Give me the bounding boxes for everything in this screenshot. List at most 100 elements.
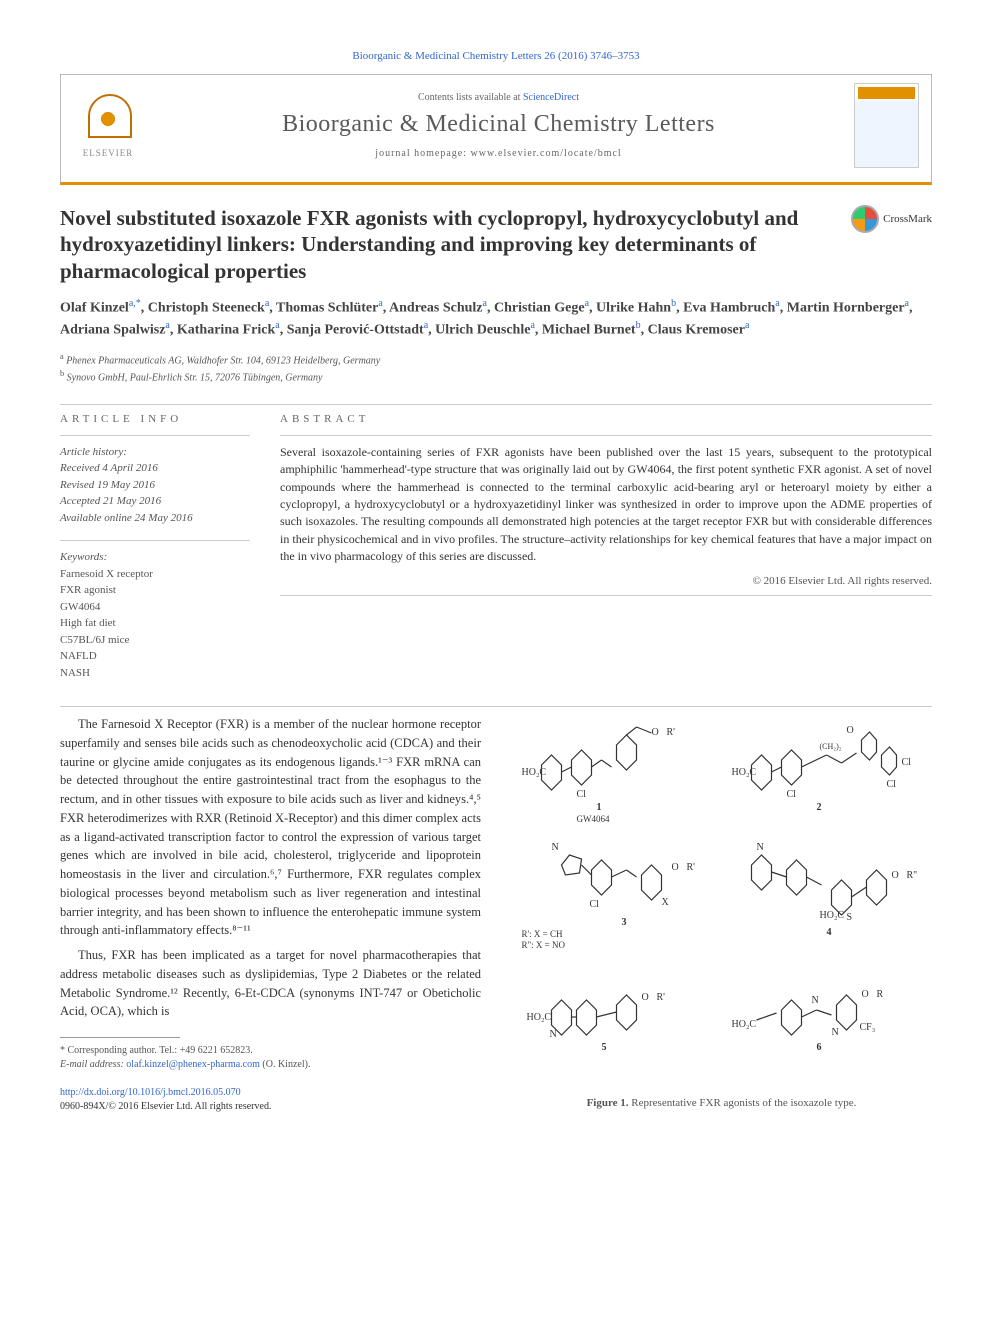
svg-text:3: 3 bbox=[622, 917, 627, 928]
svg-text:5: 5 bbox=[602, 1042, 607, 1053]
svg-text:N: N bbox=[552, 842, 559, 853]
sciencedirect-link[interactable]: ScienceDirect bbox=[523, 92, 579, 103]
svg-text:N: N bbox=[812, 995, 819, 1006]
elsevier-tree-icon bbox=[83, 94, 133, 144]
svg-text:R": X = NO: R": X = NO bbox=[522, 940, 566, 950]
info-divider bbox=[60, 435, 250, 436]
abstract-copyright: © 2016 Elsevier Ltd. All rights reserved… bbox=[280, 575, 932, 587]
svg-text:4: 4 bbox=[827, 927, 832, 938]
journal-cover-thumbnail bbox=[854, 83, 919, 168]
keyword: GW4064 bbox=[60, 601, 100, 613]
history-received: Received 4 April 2016 bbox=[60, 462, 158, 474]
svg-text:Cl: Cl bbox=[902, 757, 912, 768]
keyword: Farnesoid X receptor bbox=[60, 568, 153, 580]
svg-text:R': X = CH: R': X = CH bbox=[522, 929, 563, 939]
abstract-column: ABSTRACT Several isoxazole-containing se… bbox=[280, 413, 932, 682]
keywords-block: Keywords: Farnesoid X receptor FXR agoni… bbox=[60, 549, 250, 681]
svg-text:CF₃: CF₃ bbox=[860, 1022, 876, 1033]
article-history-block: Article history: Received 4 April 2016 R… bbox=[60, 444, 250, 527]
svg-text:N: N bbox=[832, 1027, 839, 1038]
abstract-text: Several isoxazole-containing series of F… bbox=[280, 444, 932, 566]
abstract-divider bbox=[280, 595, 932, 596]
svg-text:HO₂C: HO₂C bbox=[527, 1012, 552, 1023]
doi-link[interactable]: http://dx.doi.org/10.1016/j.bmcl.2016.05… bbox=[60, 1087, 241, 1098]
journal-homepage-line: journal homepage: www.elsevier.com/locat… bbox=[153, 148, 844, 159]
crossmark-icon bbox=[851, 205, 879, 233]
svg-text:(CH₂)₂: (CH₂)₂ bbox=[820, 742, 842, 751]
corresponding-author-footnote: * Corresponding author. Tel.: +49 6221 6… bbox=[60, 1044, 481, 1072]
affiliations: a Phenex Pharmaceuticals AG, Waldhofer S… bbox=[60, 351, 932, 386]
svg-text:O: O bbox=[672, 862, 679, 873]
corr-author-email-link[interactable]: olaf.kinzel@phenex-pharma.com bbox=[126, 1059, 260, 1070]
svg-text:HO₂C: HO₂C bbox=[732, 767, 757, 778]
keyword: FXR agonist bbox=[60, 584, 116, 596]
svg-text:R": R" bbox=[907, 870, 918, 881]
svg-text:Cl: Cl bbox=[787, 789, 797, 800]
affiliation-b: b Synovo GmbH, Paul-Ehrlich Str. 15, 720… bbox=[60, 368, 932, 385]
author-list: Olaf Kinzela,*, Christoph Steenecka, Tho… bbox=[60, 296, 932, 341]
email-label: E-mail address: bbox=[60, 1059, 126, 1070]
svg-text:R': R' bbox=[687, 862, 696, 873]
corr-author-line: * Corresponding author. Tel.: +49 6221 6… bbox=[60, 1044, 481, 1058]
svg-text:S: S bbox=[847, 912, 853, 923]
contents-available-line: Contents lists available at ScienceDirec… bbox=[153, 92, 844, 103]
article-info-header: ARTICLE INFO bbox=[60, 413, 250, 425]
keyword: High fat diet bbox=[60, 617, 116, 629]
svg-text:R: R bbox=[877, 989, 884, 1000]
journal-title: Bioorganic & Medicinal Chemistry Letters bbox=[153, 111, 844, 138]
body-right-column: HO₂C O R' Cl 1 GW4064 bbox=[511, 715, 932, 1114]
svg-text:O: O bbox=[862, 989, 869, 1000]
history-accepted: Accepted 21 May 2016 bbox=[60, 495, 161, 507]
svg-text:Cl: Cl bbox=[590, 899, 600, 910]
article-info-column: ARTICLE INFO Article history: Received 4… bbox=[60, 413, 250, 682]
svg-text:2: 2 bbox=[817, 802, 822, 813]
svg-text:R': R' bbox=[667, 727, 676, 738]
journal-header-box: ELSEVIER Contents lists available at Sci… bbox=[60, 74, 932, 185]
svg-text:O: O bbox=[847, 725, 854, 736]
crossmark-label: CrossMark bbox=[883, 213, 932, 225]
contents-prefix: Contents lists available at bbox=[418, 92, 523, 103]
svg-text:HO₂C: HO₂C bbox=[820, 910, 845, 921]
homepage-url[interactable]: www.elsevier.com/locate/bmcl bbox=[471, 148, 622, 159]
svg-text:O: O bbox=[892, 870, 899, 881]
keywords-label: Keywords: bbox=[60, 551, 107, 563]
svg-text:HO₂C: HO₂C bbox=[732, 1019, 757, 1030]
keyword: NASH bbox=[60, 667, 90, 679]
figure-caption-text: Representative FXR agonists of the isoxa… bbox=[629, 1097, 857, 1109]
footnote-separator bbox=[60, 1037, 180, 1038]
affiliation-a: a Phenex Pharmaceuticals AG, Waldhofer S… bbox=[60, 351, 932, 368]
journal-reference: Bioorganic & Medicinal Chemistry Letters… bbox=[60, 50, 932, 62]
body-paragraph-2: Thus, FXR has been implicated as a targe… bbox=[60, 946, 481, 1021]
svg-text:Cl: Cl bbox=[577, 789, 587, 800]
keyword: NAFLD bbox=[60, 650, 97, 662]
history-revised: Revised 19 May 2016 bbox=[60, 479, 155, 491]
body-left-column: The Farnesoid X Receptor (FXR) is a memb… bbox=[60, 715, 481, 1114]
section-divider bbox=[60, 404, 932, 405]
doi-block: http://dx.doi.org/10.1016/j.bmcl.2016.05… bbox=[60, 1086, 481, 1114]
keyword: C57BL/6J mice bbox=[60, 634, 129, 646]
figure-label: Figure 1. bbox=[587, 1097, 629, 1109]
svg-text:O: O bbox=[642, 992, 649, 1003]
info-divider bbox=[60, 540, 250, 541]
svg-text:6: 6 bbox=[817, 1042, 822, 1053]
history-online: Available online 24 May 2016 bbox=[60, 512, 193, 524]
svg-text:GW4064: GW4064 bbox=[577, 814, 610, 824]
body-divider bbox=[60, 706, 932, 707]
svg-text:R': R' bbox=[657, 992, 666, 1003]
email-suffix: (O. Kinzel). bbox=[262, 1059, 310, 1070]
abstract-header: ABSTRACT bbox=[280, 413, 932, 425]
issn-copyright-line: 0960-894X/© 2016 Elsevier Ltd. All right… bbox=[60, 1101, 271, 1112]
svg-text:N: N bbox=[757, 842, 764, 853]
abstract-divider bbox=[280, 435, 932, 436]
svg-text:Cl: Cl bbox=[887, 779, 897, 790]
figure-1: HO₂C O R' Cl 1 GW4064 bbox=[511, 715, 932, 1109]
homepage-prefix: journal homepage: bbox=[375, 148, 470, 159]
svg-text:O: O bbox=[652, 727, 659, 738]
svg-text:N: N bbox=[550, 1029, 557, 1040]
publisher-name: ELSEVIER bbox=[83, 148, 134, 158]
chemical-structures-svg: HO₂C O R' Cl 1 GW4064 bbox=[511, 715, 932, 1085]
svg-text:1: 1 bbox=[597, 802, 602, 813]
body-paragraph-1: The Farnesoid X Receptor (FXR) is a memb… bbox=[60, 715, 481, 940]
history-label: Article history: bbox=[60, 444, 250, 461]
crossmark-badge[interactable]: CrossMark bbox=[851, 205, 932, 233]
